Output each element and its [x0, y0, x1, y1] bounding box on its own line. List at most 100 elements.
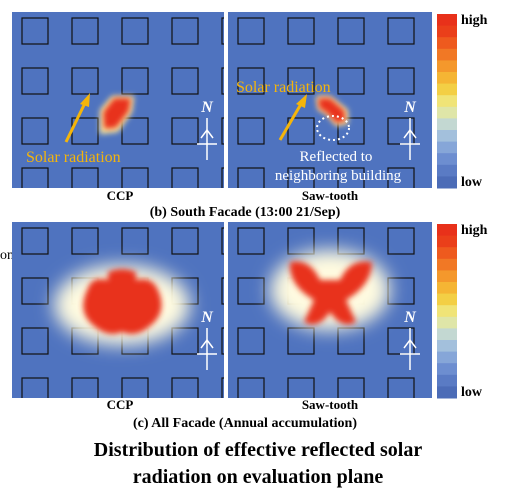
legend-swatch: [437, 386, 457, 399]
legend-swatch: [437, 164, 457, 177]
building: [237, 227, 265, 255]
title: Distribution of effective reflected sola…: [94, 439, 423, 461]
partial-text: on: [0, 248, 14, 263]
annotation: Solar radiation: [26, 149, 121, 166]
legend-label: high: [461, 223, 488, 238]
building: [21, 277, 49, 305]
building: [171, 167, 199, 188]
building: [237, 67, 265, 95]
building: [121, 117, 149, 145]
legend-swatch: [437, 37, 457, 50]
building: [237, 327, 265, 355]
building: [221, 17, 224, 45]
building: [121, 227, 149, 255]
building: [21, 167, 49, 188]
building: [221, 167, 224, 188]
compass-label: N: [403, 99, 417, 116]
legend-swatch: [437, 270, 457, 283]
legend-swatch: [437, 118, 457, 131]
building: [221, 277, 224, 305]
building: [71, 377, 99, 398]
building: [121, 67, 149, 95]
caption: (b) South Facade (13:00 21/Sep): [150, 205, 341, 220]
building: [21, 327, 49, 355]
compass-label: N: [200, 309, 214, 326]
building: [287, 167, 315, 188]
building: [387, 17, 415, 45]
heat-blob: [100, 96, 134, 134]
building: [237, 167, 265, 188]
building: [237, 277, 265, 305]
maps: [12, 12, 432, 398]
building: [21, 67, 49, 95]
building: [221, 327, 224, 355]
building: [287, 117, 315, 145]
building: [171, 67, 199, 95]
legend-swatch: [437, 130, 457, 143]
heat-blob: [54, 265, 190, 345]
building: [337, 327, 365, 355]
map-label: Saw-tooth: [302, 188, 359, 203]
legend-swatch: [437, 224, 457, 237]
building: [221, 377, 224, 398]
legend-swatch: [437, 141, 457, 154]
compass-line: [200, 338, 214, 349]
building: [171, 327, 199, 355]
annotation: Solar radiation: [236, 79, 331, 96]
building: [121, 167, 149, 188]
building: [221, 227, 224, 255]
compasses: N N N N: [197, 99, 420, 370]
map-label: CCP: [107, 397, 134, 412]
building: [287, 327, 315, 355]
legend-swatch: [437, 72, 457, 85]
legend-swatch: [437, 153, 457, 166]
building: [71, 227, 99, 255]
legend-swatch: [437, 48, 457, 61]
building: [337, 17, 365, 45]
legends: high low high low: [437, 13, 488, 400]
legend-swatch: [437, 293, 457, 306]
caption: (c) All Facade (Annual accumulation): [133, 416, 357, 431]
building: [287, 67, 315, 95]
heat-blob: [316, 96, 350, 141]
legend-swatch: [437, 60, 457, 73]
sun-arrow: [64, 93, 307, 143]
building: [171, 227, 199, 255]
legend-swatch: [437, 363, 457, 376]
legend-label: low: [461, 175, 483, 190]
building: [21, 117, 49, 145]
legend-label: high: [461, 13, 488, 28]
map-label: CCP: [107, 188, 134, 203]
building: [287, 227, 315, 255]
legend-swatch: [437, 83, 457, 96]
building: [221, 117, 224, 145]
legend-swatch: [437, 235, 457, 248]
legend-swatch: [437, 282, 457, 295]
building: [337, 167, 365, 188]
building: [121, 17, 149, 45]
building: [121, 377, 149, 398]
building: [387, 67, 415, 95]
compass-label: N: [403, 309, 417, 326]
building: [221, 67, 224, 95]
legend-swatch: [437, 14, 457, 27]
heat-blob: [270, 250, 390, 330]
legend-swatch: [437, 247, 457, 260]
title: radiation on evaluation plane: [133, 466, 384, 488]
map: [12, 12, 224, 188]
compass-line: [403, 128, 417, 139]
annotation: Reflected to: [300, 149, 373, 165]
building: [21, 377, 49, 398]
building: [337, 377, 365, 398]
building: [337, 117, 365, 145]
building: [387, 167, 415, 188]
building: [237, 117, 265, 145]
map-label: Saw-tooth: [302, 397, 359, 412]
compass-line: [200, 128, 214, 139]
building: [171, 117, 199, 145]
compass-label: N: [200, 99, 214, 116]
legend-swatch: [437, 305, 457, 318]
building: [337, 67, 365, 95]
compass-line: [403, 338, 417, 349]
